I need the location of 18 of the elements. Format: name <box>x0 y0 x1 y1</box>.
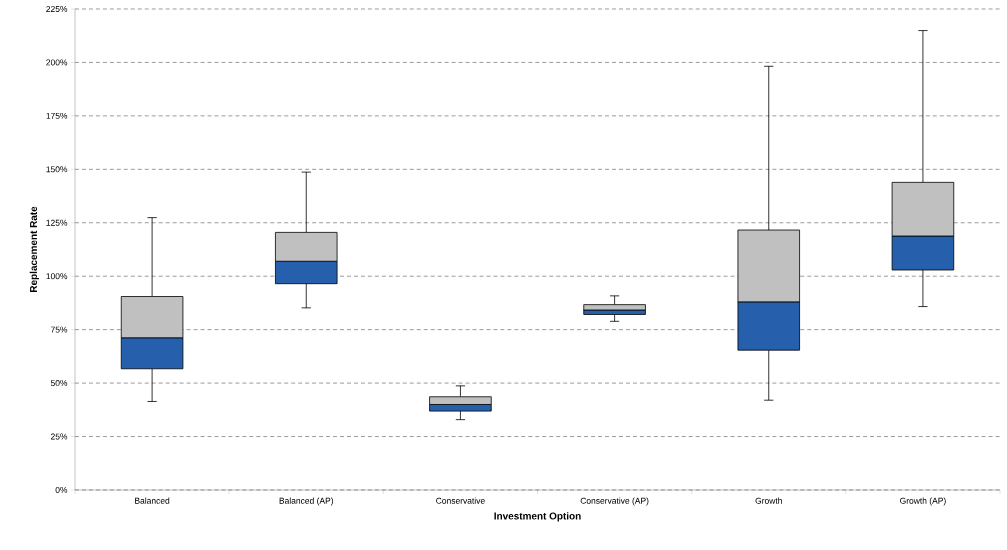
y-tick-label: 125% <box>46 219 68 226</box>
x-tick-label: Growth <box>755 497 782 504</box>
x-tick-label: Conservative <box>436 497 485 504</box>
y-tick-label: 50% <box>50 380 68 387</box>
x-tick-label: Growth (AP) <box>900 497 946 506</box>
x-tick-label: Balanced <box>135 497 170 504</box>
y-tick-label: 25% <box>50 433 68 440</box>
x-tick-label: Balanced (AP) <box>279 497 334 506</box>
y-tick-label: 150% <box>46 166 68 173</box>
y-tick-label: 225% <box>46 5 68 12</box>
y-tick-label: 175% <box>46 112 68 119</box>
x-axis-title: Investment Option <box>494 512 581 522</box>
y-tick-label: 100% <box>46 273 68 280</box>
y-axis-title: Replacement Rate <box>29 206 39 292</box>
y-tick-label: 0% <box>55 486 68 493</box>
y-tick-label: 200% <box>46 59 68 66</box>
x-tick-label: Conservative (AP) <box>580 497 649 506</box>
y-tick-label: 75% <box>50 326 68 333</box>
